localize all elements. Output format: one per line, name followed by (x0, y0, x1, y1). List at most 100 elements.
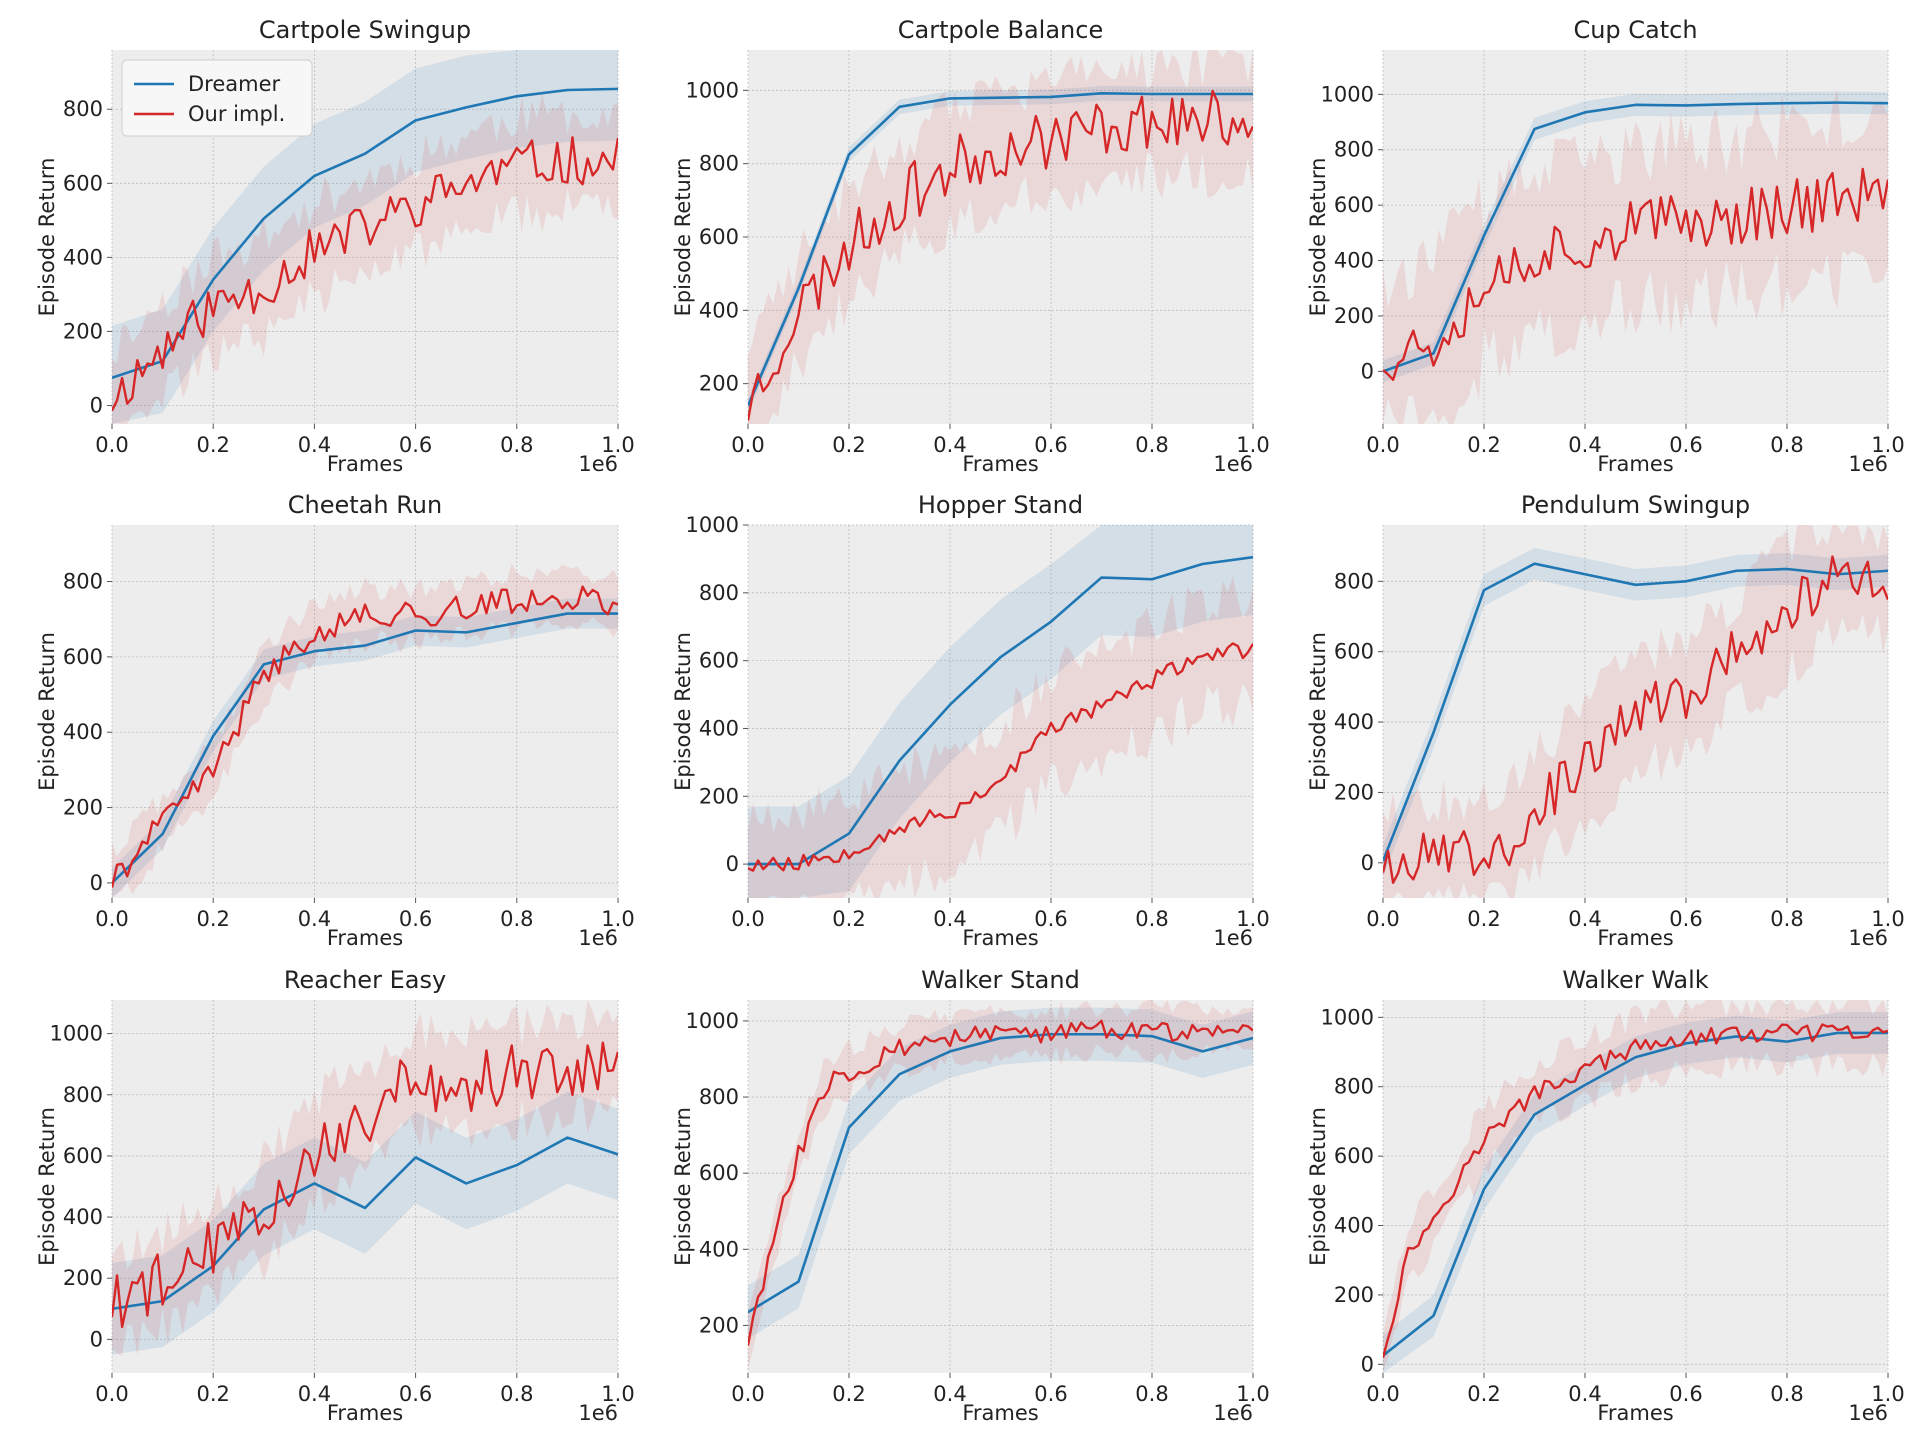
y-axis-label: Episode Return (671, 1107, 695, 1266)
subplot-title: Hopper Stand (918, 491, 1083, 519)
y-tick-label: 800 (699, 581, 739, 605)
x-axis-label: Frames (327, 452, 403, 476)
y-tick-label: 600 (699, 649, 739, 673)
y-tick-label: 0 (1361, 1352, 1374, 1376)
y-tick-label: 800 (63, 570, 103, 594)
ours-std-band (112, 93, 618, 424)
dreamer-line (112, 87, 618, 379)
y-tick-label: 1000 (50, 1022, 103, 1046)
y-tick-label: 400 (1334, 710, 1374, 734)
y-tick-label: 800 (1334, 569, 1374, 593)
y-tick-label: 200 (699, 784, 739, 808)
y-axis-label: Episode Return (1306, 158, 1330, 317)
subplot-pendulum-swingup: 0.0 0.2 0.4 0.6 0.8 1.0 0 200 400 600 800 Pendulum … (1306, 491, 1905, 950)
y-tick-label: 200 (63, 796, 103, 820)
subplot-title: Cartpole Swingup (259, 16, 471, 44)
y-tick-label: 800 (1334, 1075, 1374, 1099)
plot-area (1383, 525, 1888, 898)
subplot-reacher-easy: 0.0 0.2 0.4 0.6 0.8 1.0 0 200 400 600 800 1000 Reach… (35, 966, 635, 1425)
x-tick-label: 0.2 (196, 907, 229, 931)
x-tick-label: 0.8 (500, 907, 533, 931)
y-tick-label: 400 (63, 1205, 103, 1229)
x-tick-label: 0.6 (1669, 907, 1702, 931)
subplot-cartpole-balance: 0.0 0.2 0.4 0.6 0.8 1.0 200 400 600 800 1000 Cartpo… (671, 16, 1270, 476)
x-tick-label: 0.8 (1770, 1382, 1803, 1406)
dreamer-line (748, 1032, 1253, 1314)
legend-label-ours: Our impl. (188, 102, 285, 126)
y-tick-label: 1000 (686, 513, 739, 537)
y-tick-label: 800 (1334, 138, 1374, 162)
dreamer-line (1383, 1031, 1888, 1357)
y-tick-label: 1000 (1321, 1005, 1374, 1029)
dreamer-line (112, 1136, 618, 1311)
ours-line (1383, 1023, 1888, 1359)
x-axis-label: Frames (962, 926, 1038, 950)
y-tick-label: 0 (90, 871, 103, 895)
y-tick-label: 800 (63, 1083, 103, 1107)
y-tick-label: 200 (63, 319, 103, 343)
dreamer-std-band (112, 1091, 618, 1355)
x-tick-label: 1.0 (1236, 1382, 1269, 1406)
plot-area (1383, 50, 1888, 424)
x-offset-label: 1e6 (1848, 1401, 1888, 1425)
dreamer-line (112, 612, 618, 884)
subplot-cheetah-run: 0.0 0.2 0.4 0.6 0.8 1.0 0 200 400 600 800 Cheetah R… (35, 491, 635, 950)
x-tick-label: 0.0 (1366, 1382, 1399, 1406)
x-tick-label: 0.4 (1568, 433, 1601, 457)
subplot-title: Reacher Easy (284, 966, 446, 994)
y-tick-label: 1000 (1321, 82, 1374, 106)
dreamer-std-band (748, 525, 1253, 898)
x-tick-label: 1.0 (1871, 907, 1904, 931)
series-layer (1383, 525, 1888, 898)
ours-std-band (112, 563, 618, 898)
series-layer (748, 1000, 1253, 1370)
x-tick-label: 0.4 (298, 907, 331, 931)
y-tick-label: 200 (699, 372, 739, 396)
x-axis-label: Frames (327, 926, 403, 950)
x-offset-label: 1e6 (1848, 452, 1888, 476)
dreamer-line (1383, 562, 1888, 862)
x-tick-label: 0.4 (1568, 1382, 1601, 1406)
x-offset-label: 1e6 (578, 452, 618, 476)
ours-line (748, 1019, 1253, 1346)
y-tick-label: 400 (699, 1237, 739, 1261)
subplot-walker-stand: 0.0 0.2 0.4 0.6 0.8 1.0 200 400 600 800 1000 Walker… (671, 966, 1270, 1425)
y-tick-label: 0 (726, 852, 739, 876)
x-tick-label: 0.6 (399, 433, 432, 457)
y-tick-label: 800 (699, 152, 739, 176)
y-tick-label: 200 (699, 1313, 739, 1337)
x-tick-label: 0.8 (500, 433, 533, 457)
x-tick-label: 0.6 (1034, 433, 1067, 457)
x-tick-label: 0.8 (1135, 1382, 1168, 1406)
dreamer-std-band (112, 50, 618, 424)
y-tick-label: 400 (699, 716, 739, 740)
x-tick-label: 0.8 (500, 1382, 533, 1406)
x-tick-label: 0.6 (399, 907, 432, 931)
x-tick-label: 1.0 (1236, 907, 1269, 931)
y-tick-label: 200 (63, 1266, 103, 1290)
x-tick-label: 1.0 (601, 433, 634, 457)
subplot-hopper-stand: 0.0 0.2 0.4 0.6 0.8 1.0 0 200 400 600 800 1000 Hoppe… (671, 491, 1270, 950)
plot-area (1383, 1000, 1888, 1373)
y-tick-label: 400 (699, 298, 739, 322)
y-tick-label: 400 (63, 720, 103, 744)
x-tick-label: 0.6 (1669, 1382, 1702, 1406)
x-axis-label: Frames (962, 1401, 1038, 1425)
x-tick-label: 0.4 (933, 907, 966, 931)
y-tick-label: 600 (63, 1144, 103, 1168)
y-tick-label: 0 (1361, 359, 1374, 383)
y-tick-label: 200 (1334, 1283, 1374, 1307)
x-offset-label: 1e6 (1213, 926, 1253, 950)
x-tick-label: 0.6 (1034, 1382, 1067, 1406)
plot-area (112, 525, 618, 898)
plot-area (748, 525, 1253, 898)
x-tick-label: 0.0 (731, 1382, 764, 1406)
legend: Dreamer Our impl. (121, 59, 313, 137)
subplot-title: Cartpole Balance (898, 16, 1103, 44)
y-tick-label: 0 (90, 1327, 103, 1351)
ours-line (1383, 555, 1888, 884)
x-tick-label: 0.2 (196, 433, 229, 457)
x-tick-label: 0.2 (196, 1382, 229, 1406)
x-tick-label: 0.8 (1770, 907, 1803, 931)
